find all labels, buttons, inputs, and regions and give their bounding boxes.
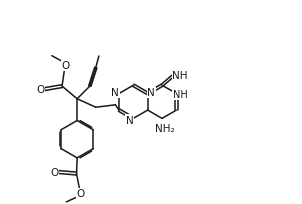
Text: N: N [126,115,133,125]
Text: NH₂: NH₂ [155,123,174,133]
Text: O: O [77,188,85,198]
Text: NH: NH [172,71,188,81]
Text: NH: NH [173,90,188,100]
Text: O: O [51,167,59,177]
Text: N: N [111,88,119,98]
Text: O: O [61,61,69,71]
Text: N: N [147,88,155,98]
Text: O: O [37,84,45,94]
